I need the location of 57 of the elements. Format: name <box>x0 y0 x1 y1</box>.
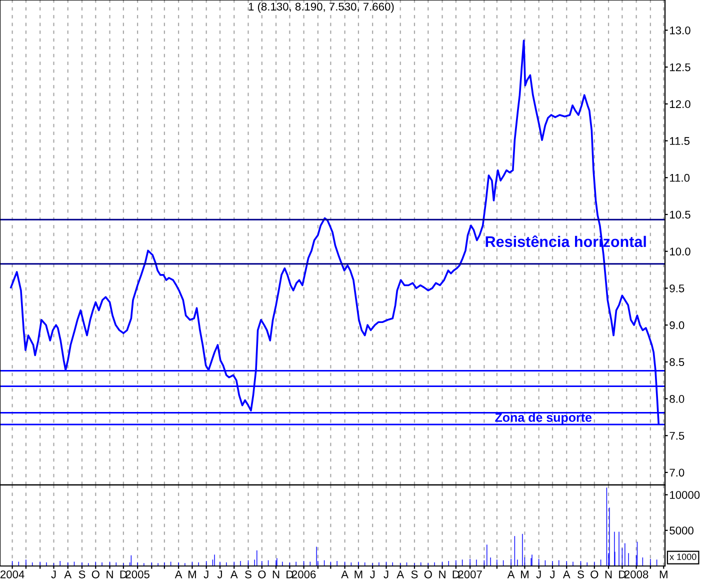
x-tick-label: A <box>64 570 72 578</box>
x-tick-label: N <box>439 570 446 578</box>
y-tick-label: 9.0 <box>670 321 684 330</box>
chart-title: 1 (8.130, 8.190, 7.530, 7.660) <box>248 2 394 13</box>
x-tick-label: S <box>245 570 252 578</box>
y-tick-label: 8.5 <box>670 358 684 366</box>
y-tick-label: 12.5 <box>670 63 690 72</box>
x-tick-label: 2006 <box>292 570 316 578</box>
x-tick-label: D <box>286 570 294 578</box>
x-tick-label: O <box>590 570 598 578</box>
x-tick-label: J <box>536 570 541 578</box>
x-tick-label: N <box>106 570 113 578</box>
x-tick-label: A <box>174 570 182 578</box>
y-tick-label: 10.0 <box>670 248 690 256</box>
x-tick-label: M <box>354 570 362 578</box>
y-tick-label: 10000 <box>670 491 700 499</box>
x-tick-label: J <box>217 570 222 578</box>
x-tick-label: S <box>411 570 418 578</box>
x-tick-label: A <box>562 570 570 578</box>
y-tick-label: 7.5 <box>670 432 684 440</box>
y-tick-label: 11.5 <box>670 137 690 145</box>
x-tick-label: A <box>230 570 238 578</box>
x-tick-label: O <box>424 570 432 578</box>
x-tick-label: S <box>578 570 584 578</box>
y-tick-label: 8.0 <box>670 395 684 403</box>
x-tick-label: A <box>507 570 515 578</box>
x-tick-label: O <box>92 570 100 578</box>
y-tick-label: 12.0 <box>670 100 690 108</box>
y-tick-label: 5000 <box>670 526 694 535</box>
text: x 1000 <box>670 554 696 560</box>
x-tick-label: M <box>660 570 668 578</box>
y-tick-label: 13.0 <box>670 26 690 34</box>
x-tick-label: J <box>550 570 554 578</box>
x-tick-label: D <box>619 570 626 578</box>
annotation: Zona de suporte <box>495 412 592 424</box>
x-tick-label: J <box>370 570 375 578</box>
x-tick-label: J <box>204 570 208 578</box>
y-tick-label: 9.5 <box>670 284 684 292</box>
x-tick-label: O <box>258 570 266 578</box>
x-tick-label: N <box>272 570 280 578</box>
y-tick-label: 11.0 <box>670 174 690 182</box>
x-tick-label: D <box>452 570 460 578</box>
x-tick-label: 2007 <box>458 570 482 578</box>
x-tick-label: N <box>605 570 612 578</box>
x-tick-label: J <box>384 570 388 578</box>
y-tick-label: 7.0 <box>670 468 684 477</box>
x-tick-label: D <box>120 570 127 578</box>
x-tick-label: 2005 <box>126 570 150 578</box>
x-tick-label: A <box>396 570 404 578</box>
x-tick-label: S <box>78 570 86 578</box>
y-tick-label: 10.5 <box>670 210 690 219</box>
x-tick-label: 2008 <box>624 570 648 578</box>
x-tick-label: 2004 <box>0 570 24 578</box>
x-tick-label: J <box>51 570 56 578</box>
x-tick-label: M <box>188 570 196 578</box>
x-tick-label: A <box>341 570 348 578</box>
x-tick-label: M <box>521 570 528 578</box>
